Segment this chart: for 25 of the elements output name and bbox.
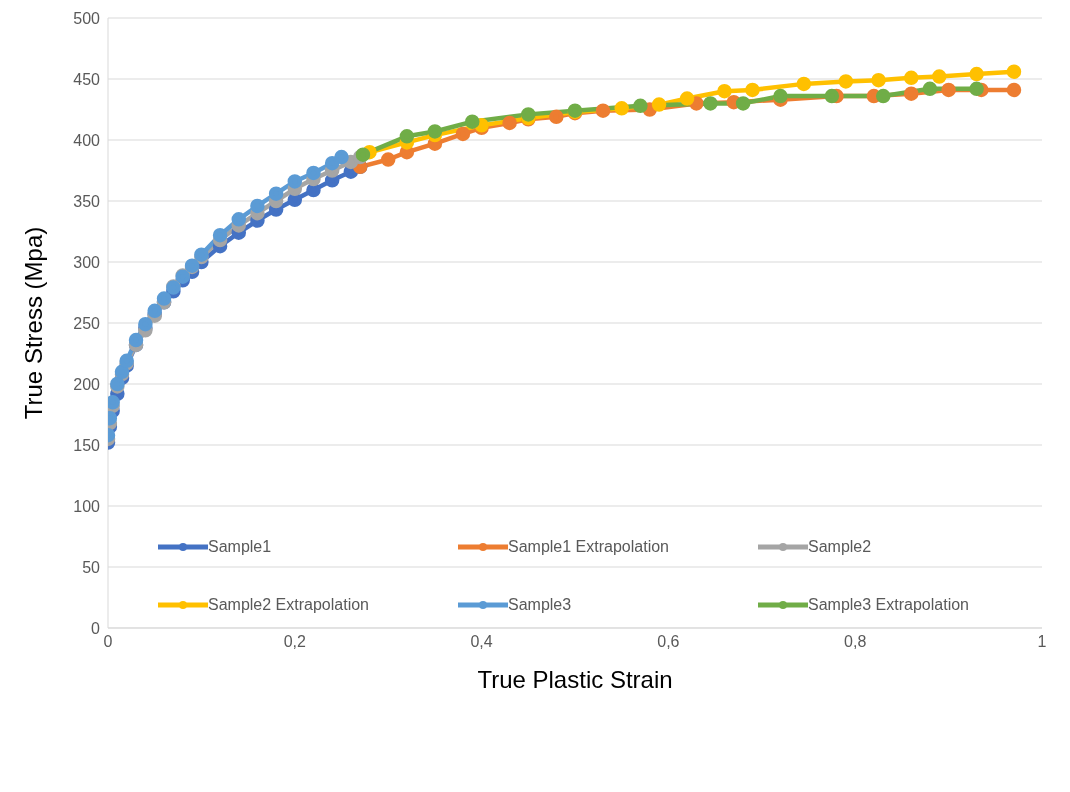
legend-label: Sample3 Extrapolation (808, 596, 969, 614)
y-tick-label: 300 (73, 253, 101, 271)
y-tick-label: 100 (73, 497, 101, 515)
legend-label: Sample1 Extrapolation (508, 538, 669, 556)
y-tick-label: 200 (73, 375, 101, 393)
x-tick-label: 0,8 (844, 633, 867, 651)
legend-label: Sample1 (208, 538, 272, 556)
x-tick-label: 0,4 (470, 633, 493, 651)
x-axis-title: True Plastic Strain (477, 666, 673, 693)
y-tick-label: 150 (73, 436, 101, 454)
y-tick-label: 450 (73, 70, 101, 88)
x-tick-label: 0,2 (283, 633, 307, 651)
legend-label: Sample2 (808, 538, 872, 556)
legend-label: Sample2 Extrapolation (208, 596, 369, 614)
y-tick-label: 500 (73, 9, 101, 27)
y-tick-label: 50 (82, 558, 101, 576)
x-tick-label: 1 (1037, 633, 1047, 651)
y-tick-label: 0 (91, 619, 101, 637)
y-tick-label: 400 (73, 131, 101, 149)
y-tick-label: 250 (73, 314, 101, 332)
y-tick-label: 350 (73, 192, 101, 210)
legend-label: Sample3 (508, 596, 572, 614)
x-tick-label: 0,6 (657, 633, 680, 651)
x-tick-label: 0 (103, 633, 113, 651)
y-axis-title: True Stress (Mpa) (19, 226, 47, 420)
